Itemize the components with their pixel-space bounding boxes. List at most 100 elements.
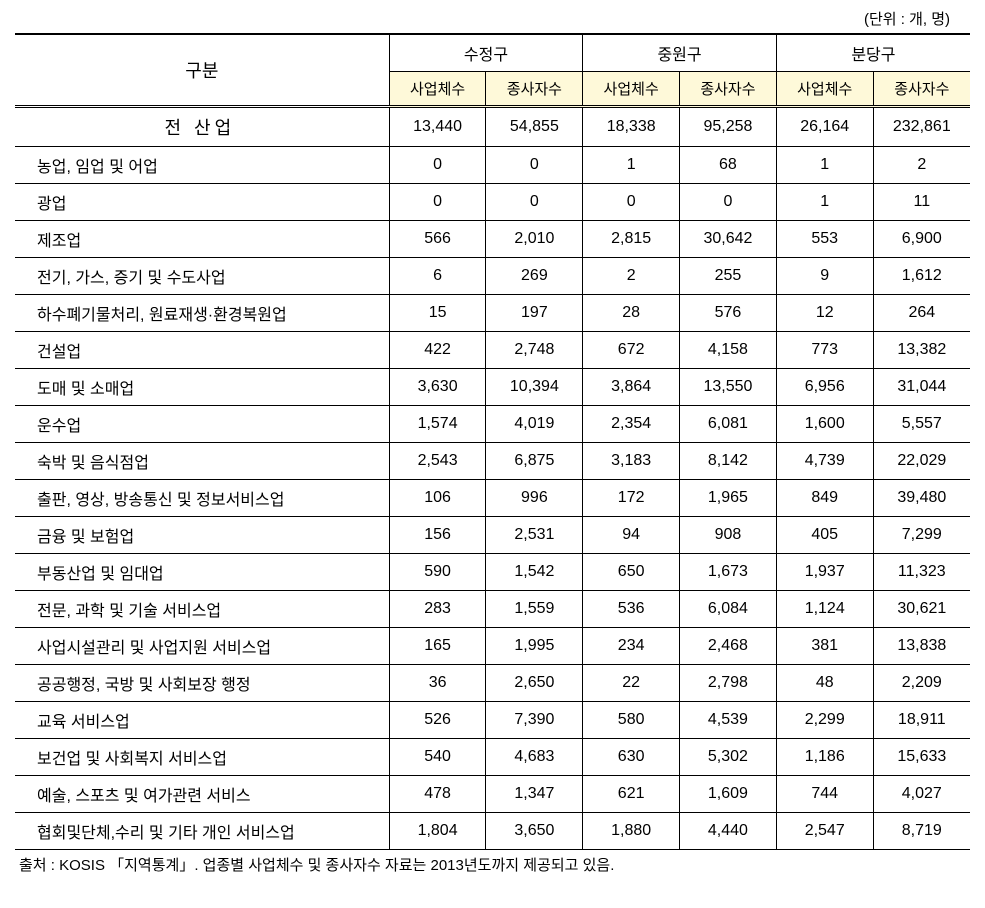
row-label: 운수업	[15, 406, 389, 443]
table-row: 부동산업 및 임대업5901,5426501,6731,93711,323	[15, 554, 970, 591]
row-value: 540	[389, 739, 486, 776]
row-value: 0	[486, 147, 583, 184]
table-row: 숙박 및 음식점업2,5436,8753,1838,1424,73922,029	[15, 443, 970, 480]
row-value: 4,158	[680, 332, 777, 369]
subheader-emp-1: 종사자수	[680, 72, 777, 107]
row-value: 18,911	[873, 702, 970, 739]
row-value: 2,354	[583, 406, 680, 443]
row-value: 1,612	[873, 258, 970, 295]
row-value: 264	[873, 295, 970, 332]
row-value: 5,557	[873, 406, 970, 443]
row-label: 전기, 가스, 증기 및 수도사업	[15, 258, 389, 295]
row-value: 650	[583, 554, 680, 591]
row-value: 1,124	[776, 591, 873, 628]
row-value: 3,864	[583, 369, 680, 406]
row-value: 566	[389, 221, 486, 258]
row-value: 3,630	[389, 369, 486, 406]
row-label: 공공행정, 국방 및 사회보장 행정	[15, 665, 389, 702]
row-value: 30,642	[680, 221, 777, 258]
row-value: 672	[583, 332, 680, 369]
row-value: 576	[680, 295, 777, 332]
row-label: 보건업 및 사회복지 서비스업	[15, 739, 389, 776]
total-value: 54,855	[486, 107, 583, 147]
row-value: 13,550	[680, 369, 777, 406]
row-value: 7,299	[873, 517, 970, 554]
table-row: 협회및단체,수리 및 기타 개인 서비스업1,8043,6501,8804,44…	[15, 813, 970, 850]
row-value: 2,798	[680, 665, 777, 702]
row-value: 2,547	[776, 813, 873, 850]
row-value: 744	[776, 776, 873, 813]
header-region-2: 분당구	[776, 34, 970, 72]
total-value: 13,440	[389, 107, 486, 147]
row-value: 2,209	[873, 665, 970, 702]
table-row: 농업, 임업 및 어업0016812	[15, 147, 970, 184]
subheader-biz-1: 사업체수	[583, 72, 680, 107]
total-value: 18,338	[583, 107, 680, 147]
row-value: 13,382	[873, 332, 970, 369]
row-value: 7,390	[486, 702, 583, 739]
subheader-emp-2: 종사자수	[873, 72, 970, 107]
row-value: 0	[680, 184, 777, 221]
row-value: 39,480	[873, 480, 970, 517]
row-value: 478	[389, 776, 486, 813]
row-value: 4,440	[680, 813, 777, 850]
row-value: 13,838	[873, 628, 970, 665]
row-value: 6	[389, 258, 486, 295]
table-row: 하수폐기물처리, 원료재생·환경복원업151972857612264	[15, 295, 970, 332]
industry-table: 구분 수정구 중원구 분당구 사업체수 종사자수 사업체수 종사자수 사업체수 …	[15, 33, 970, 850]
row-value: 405	[776, 517, 873, 554]
table-row: 제조업5662,0102,81530,6425536,900	[15, 221, 970, 258]
row-value: 621	[583, 776, 680, 813]
row-label: 사업시설관리 및 사업지원 서비스업	[15, 628, 389, 665]
row-value: 4,027	[873, 776, 970, 813]
row-value: 2,299	[776, 702, 873, 739]
row-value: 12	[776, 295, 873, 332]
row-value: 30,621	[873, 591, 970, 628]
row-label: 출판, 영상, 방송통신 및 정보서비스업	[15, 480, 389, 517]
row-label: 전문, 과학 및 기술 서비스업	[15, 591, 389, 628]
row-value: 1,995	[486, 628, 583, 665]
row-value: 6,900	[873, 221, 970, 258]
table-row: 건설업4222,7486724,15877313,382	[15, 332, 970, 369]
row-label: 도매 및 소매업	[15, 369, 389, 406]
total-label: 전 산업	[15, 107, 389, 147]
header-category: 구분	[15, 34, 389, 107]
row-value: 4,683	[486, 739, 583, 776]
row-value: 165	[389, 628, 486, 665]
row-value: 2	[873, 147, 970, 184]
total-value: 26,164	[776, 107, 873, 147]
row-value: 1,804	[389, 813, 486, 850]
row-value: 234	[583, 628, 680, 665]
row-value: 36	[389, 665, 486, 702]
row-value: 283	[389, 591, 486, 628]
table-row: 보건업 및 사회복지 서비스업5404,6836305,3021,18615,6…	[15, 739, 970, 776]
row-value: 1	[583, 147, 680, 184]
total-value: 95,258	[680, 107, 777, 147]
header-region-1: 중원구	[583, 34, 777, 72]
table-row: 도매 및 소매업3,63010,3943,86413,5506,95631,04…	[15, 369, 970, 406]
row-value: 1	[776, 184, 873, 221]
row-value: 1,542	[486, 554, 583, 591]
row-value: 4,019	[486, 406, 583, 443]
row-value: 590	[389, 554, 486, 591]
row-value: 2,531	[486, 517, 583, 554]
row-value: 849	[776, 480, 873, 517]
table-row: 광업0000111	[15, 184, 970, 221]
row-label: 제조업	[15, 221, 389, 258]
row-value: 2,748	[486, 332, 583, 369]
row-value: 9	[776, 258, 873, 295]
row-value: 1,609	[680, 776, 777, 813]
row-value: 269	[486, 258, 583, 295]
row-value: 908	[680, 517, 777, 554]
row-value: 68	[680, 147, 777, 184]
row-value: 1,186	[776, 739, 873, 776]
row-value: 31,044	[873, 369, 970, 406]
row-value: 2,815	[583, 221, 680, 258]
row-value: 0	[389, 147, 486, 184]
row-value: 422	[389, 332, 486, 369]
subheader-emp-0: 종사자수	[486, 72, 583, 107]
row-value: 2,543	[389, 443, 486, 480]
total-value: 232,861	[873, 107, 970, 147]
row-value: 156	[389, 517, 486, 554]
row-value: 630	[583, 739, 680, 776]
